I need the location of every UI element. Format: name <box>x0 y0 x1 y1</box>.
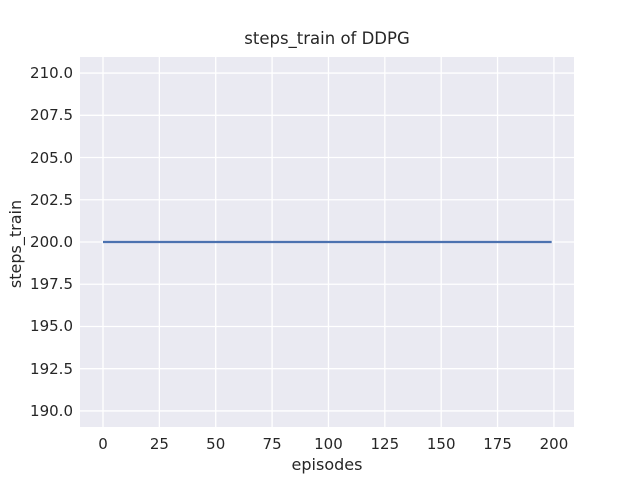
y-tick-label: 190.0 <box>30 401 73 420</box>
x-tick-label: 100 <box>314 435 343 453</box>
y-tick-label: 202.5 <box>30 190 73 209</box>
y-tick-label: 200.0 <box>30 233 73 251</box>
y-tick-label: 207.5 <box>30 106 73 125</box>
chart-title: steps_train of DDPG <box>244 29 410 48</box>
x-tick-label: 0 <box>98 435 108 453</box>
y-tick-label: 210.0 <box>30 64 73 83</box>
x-tick-label: 175 <box>483 435 512 453</box>
x-tick-label: 125 <box>370 435 400 453</box>
plot-area <box>80 57 574 427</box>
y-tick-label: 195.0 <box>30 317 73 336</box>
x-tick-label: 150 <box>426 435 456 453</box>
x-tick-label: 25 <box>149 435 169 453</box>
x-tick-label: 50 <box>206 435 226 453</box>
y-tick-label: 192.5 <box>30 359 73 378</box>
x-tick-label: 75 <box>262 435 282 453</box>
y-tick-label: 205.0 <box>30 148 73 167</box>
x-tick-label: 200 <box>539 435 569 453</box>
y-tick-label: 197.5 <box>30 275 73 294</box>
x-axis-label: episodes <box>291 455 363 474</box>
